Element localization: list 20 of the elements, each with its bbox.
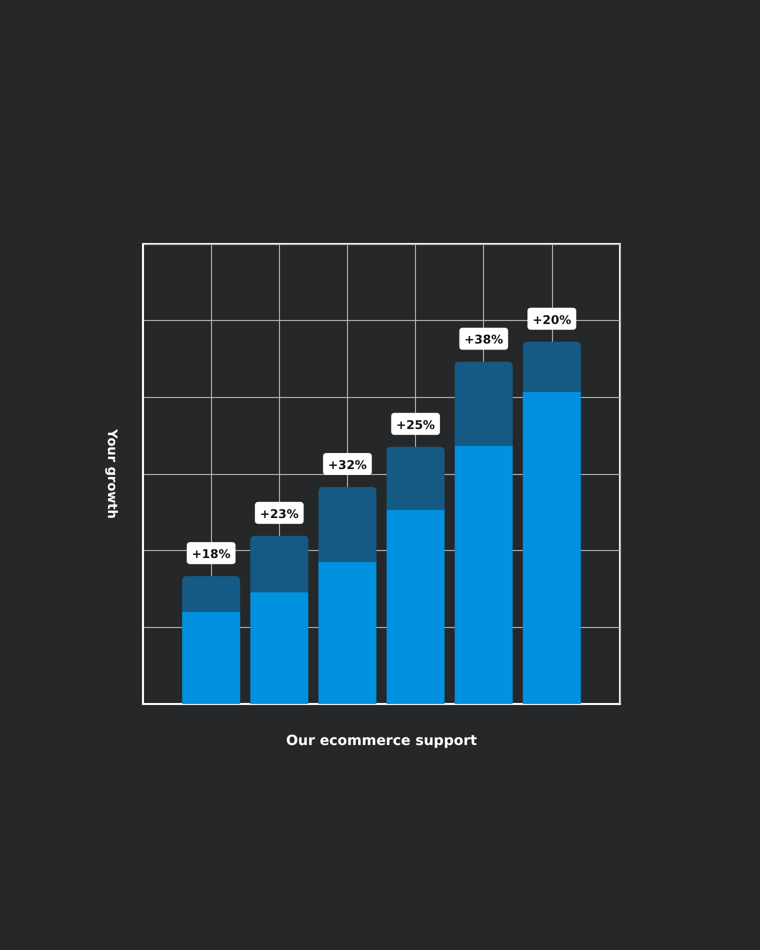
bar [386, 510, 445, 704]
bar [522, 392, 581, 704]
text: +20% [532, 312, 572, 327]
annotation: +23% [260, 506, 299, 521]
bar [318, 562, 376, 704]
bar [250, 592, 308, 704]
bar [454, 446, 513, 704]
annotation: +25% [396, 418, 435, 432]
bar [318, 487, 376, 562]
bar [386, 446, 445, 510]
annotation: +38% [464, 332, 504, 347]
bar [522, 342, 581, 392]
bar [182, 576, 240, 612]
annotation: +18% [192, 547, 231, 562]
bar [250, 536, 308, 592]
bar [454, 362, 513, 446]
annotation: +32% [328, 458, 367, 472]
x-axis-title: Our ecommerce support [286, 733, 478, 749]
bar [182, 612, 240, 704]
y-axis-title: Your growth [104, 428, 119, 519]
